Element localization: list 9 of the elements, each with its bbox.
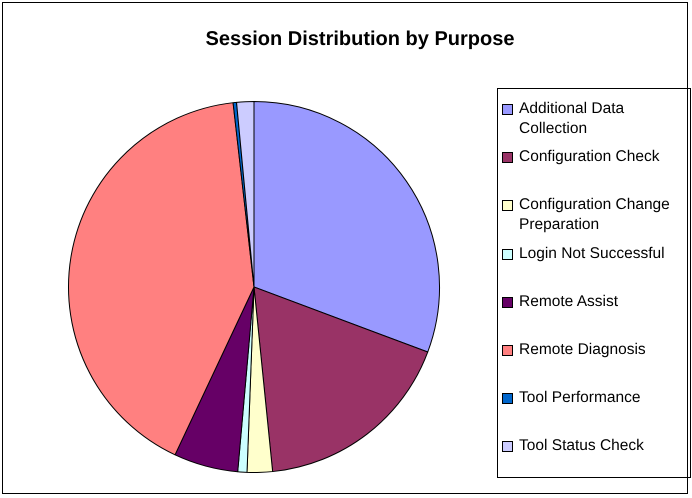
- legend-label: Login Not Successful: [519, 244, 665, 264]
- legend-label: Remote Diagnosis: [519, 340, 646, 360]
- legend-label: Configuration Change Preparation: [519, 195, 671, 236]
- legend-label: Tool Status Check: [519, 436, 644, 456]
- legend-label: Tool Performance: [519, 388, 640, 408]
- chart-title: Session Distribution by Purpose: [204, 28, 516, 51]
- legend-label: Remote Assist: [519, 292, 618, 312]
- legend-label: Configuration Check: [519, 147, 660, 168]
- legend-label: Additional Data Collection: [519, 99, 626, 139]
